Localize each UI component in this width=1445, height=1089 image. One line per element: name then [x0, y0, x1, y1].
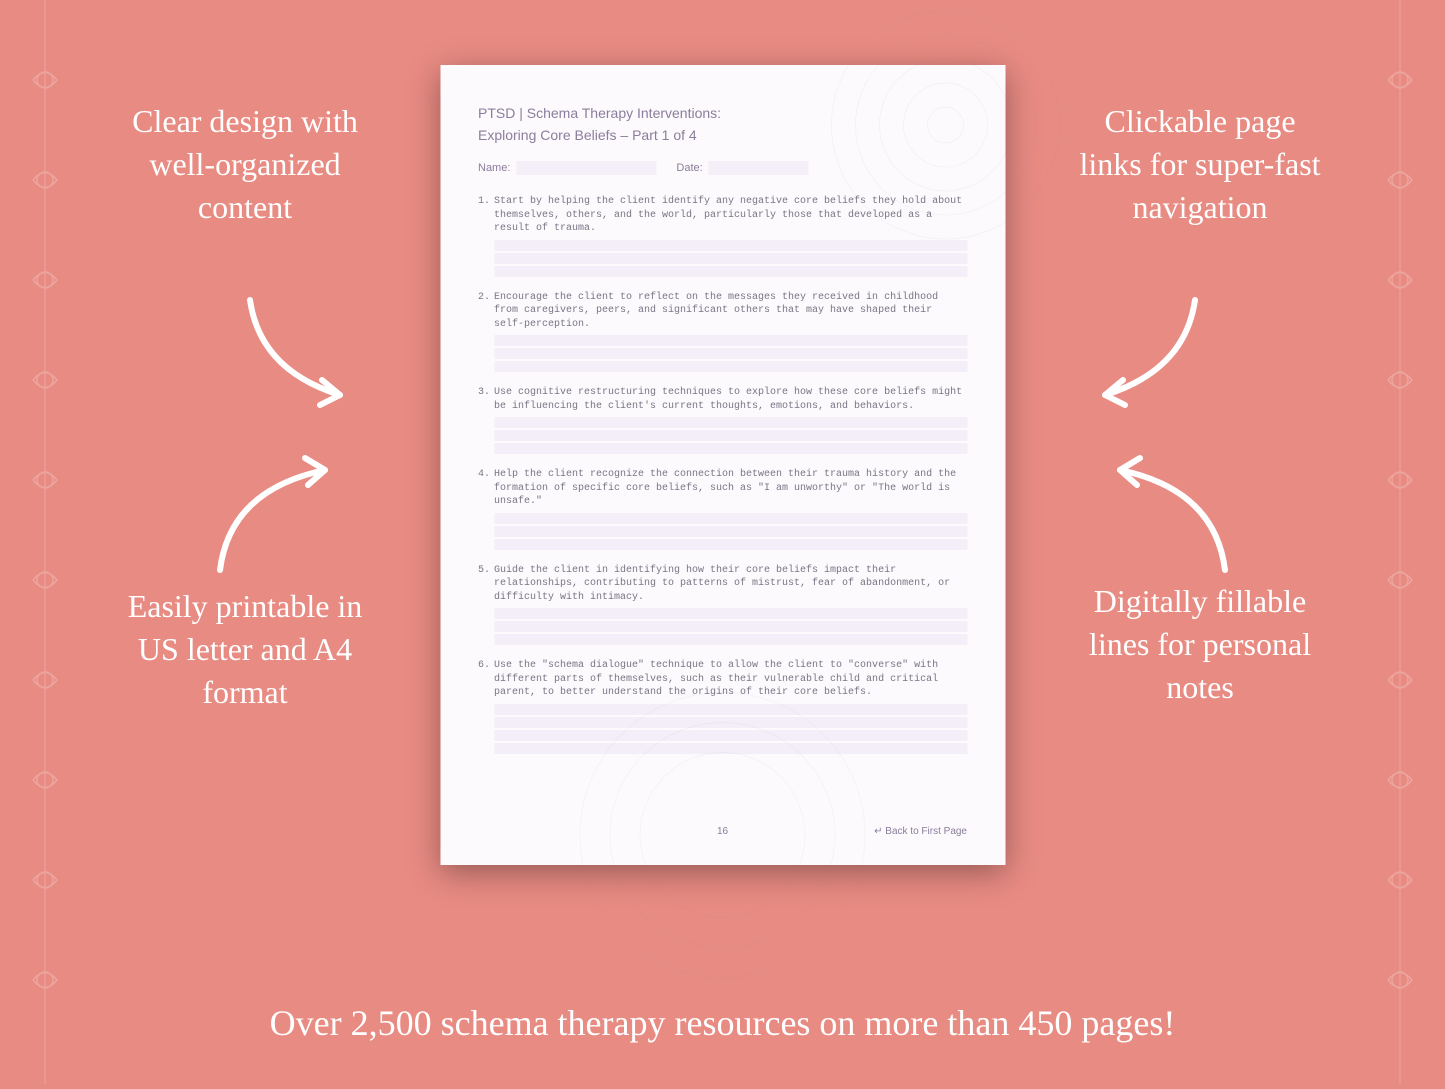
fillable-line[interactable] [494, 361, 967, 372]
doc-item-number: 5. [478, 564, 494, 605]
fillable-line[interactable] [494, 348, 967, 359]
doc-item-number: 4. [478, 468, 494, 509]
doc-item: 3.Use cognitive restructuring techniques… [478, 386, 967, 454]
name-label: Name: [478, 162, 510, 174]
callout-bottom-right: Digitally fillable lines for personal no… [1070, 580, 1330, 710]
doc-item: 1.Start by helping the client identify a… [478, 195, 967, 277]
fillable-line[interactable] [494, 240, 967, 251]
doc-item-text: Use the "schema dialogue" technique to a… [494, 659, 967, 700]
fillable-line[interactable] [494, 634, 967, 645]
doc-name-date-row: Name: Date: [478, 161, 967, 175]
doc-item-number: 6. [478, 659, 494, 700]
document-preview: PTSD | Schema Therapy Interventions: Exp… [440, 65, 1005, 865]
doc-item-text: Help the client recognize the connection… [494, 468, 967, 509]
fillable-line[interactable] [494, 417, 967, 428]
fillable-line[interactable] [494, 743, 967, 754]
arrow-top-left-icon [230, 280, 370, 420]
back-to-first-page-link[interactable]: ↵ Back to First Page [874, 826, 967, 837]
doc-item-number: 1. [478, 195, 494, 236]
fillable-line[interactable] [494, 443, 967, 454]
date-label: Date: [676, 162, 702, 174]
doc-item-text: Start by helping the client identify any… [494, 195, 967, 236]
doc-header-line1: PTSD | Schema Therapy Interventions: [478, 105, 967, 121]
floral-border-right [1355, 0, 1445, 1084]
doc-header-line2: Exploring Core Beliefs – Part 1 of 4 [478, 127, 967, 143]
callout-top-right: Clickable page links for super-fast navi… [1070, 100, 1330, 230]
fillable-line[interactable] [494, 608, 967, 619]
doc-item: 2.Encourage the client to reflect on the… [478, 291, 967, 373]
fillable-line[interactable] [494, 539, 967, 550]
fillable-line[interactable] [494, 621, 967, 632]
doc-item: 5.Guide the client in identifying how th… [478, 564, 967, 646]
doc-item-number: 3. [478, 386, 494, 413]
fillable-line[interactable] [494, 266, 967, 277]
fillable-line[interactable] [494, 513, 967, 524]
name-input-fill[interactable] [516, 161, 656, 175]
callout-top-left: Clear design with well-organized content [115, 100, 375, 230]
page-number: 16 [717, 826, 728, 837]
doc-item-text: Guide the client in identifying how thei… [494, 564, 967, 605]
doc-item: 6.Use the "schema dialogue" technique to… [478, 659, 967, 754]
fillable-line[interactable] [494, 704, 967, 715]
fillable-line[interactable] [494, 335, 967, 346]
doc-item: 4.Help the client recognize the connecti… [478, 468, 967, 550]
fillable-line[interactable] [494, 717, 967, 728]
callout-bottom-left: Easily printable in US letter and A4 for… [115, 585, 375, 715]
doc-item-text: Use cognitive restructuring techniques t… [494, 386, 967, 413]
doc-item-text: Encourage the client to reflect on the m… [494, 291, 967, 332]
date-input-fill[interactable] [709, 161, 809, 175]
fillable-line[interactable] [494, 526, 967, 537]
fillable-line[interactable] [494, 253, 967, 264]
arrow-bottom-right-icon [1095, 450, 1245, 590]
fillable-line[interactable] [494, 730, 967, 741]
doc-item-number: 2. [478, 291, 494, 332]
doc-footer: 16 ↵ Back to First Page [478, 826, 967, 837]
arrow-top-right-icon [1075, 280, 1215, 420]
arrow-bottom-left-icon [200, 450, 350, 590]
fillable-line[interactable] [494, 430, 967, 441]
floral-border-left [0, 0, 90, 1084]
bottom-banner-text: Over 2,500 schema therapy resources on m… [0, 1002, 1445, 1044]
